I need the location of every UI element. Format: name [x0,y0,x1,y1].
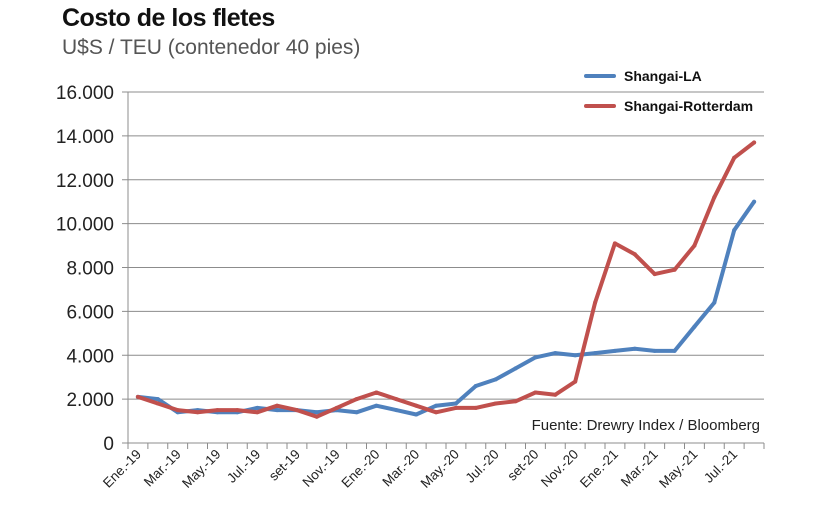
x-tick-label: Mar.-19 [141,447,184,490]
x-tick-label: Ene.-20 [339,447,383,491]
y-tick-label: 14.000 [56,127,114,148]
legend-label: Shangai-LA [624,68,702,84]
data-point [294,408,299,413]
data-point [652,348,657,353]
data-point [692,324,697,329]
y-tick-label: 6.000 [66,302,114,323]
data-point [155,397,160,402]
data-point [752,140,757,145]
data-point [473,405,478,410]
y-axis-ticks: 0 2.000 4.000 6.000 8.000 10.000 12.000 14.000 1… [56,83,114,455]
legend: Shangai-LA Shangai-Rotterdam [584,68,753,114]
data-point [434,403,439,408]
y-tick-label: 4.000 [66,346,114,367]
x-tick-label: Ene.-21 [577,447,621,491]
data-point [752,199,757,204]
data-point [692,243,697,248]
data-point [533,355,538,360]
source-annotation: Fuente: Drewry Index / Bloomberg [532,417,760,434]
data-point [593,351,598,356]
data-point [712,300,717,305]
grid-lines [128,91,764,400]
data-point [493,377,498,382]
data-point [275,408,280,413]
series-line-shangai-rotterdam [135,140,757,419]
x-tick-label: May.-20 [418,447,462,491]
data-point [612,348,617,353]
y-tick-label: 10.000 [56,215,114,236]
x-tick-label: Mar.-21 [618,447,661,490]
x-tick-label: May.-21 [656,447,700,491]
data-point [453,405,458,410]
data-point [632,252,637,257]
x-tick-label: Nov.-19 [299,447,342,490]
y-tick-label: 8.000 [66,259,114,280]
data-point [414,403,419,408]
data-point [394,397,399,402]
x-tick-label: Nov.-20 [538,447,581,490]
x-tick-label: May.-19 [179,447,223,491]
data-point [334,405,339,410]
data-point [255,405,260,410]
data-point [652,272,657,277]
x-tick-label: Mar.-20 [379,447,422,490]
data-point [732,228,737,233]
data-point [374,403,379,408]
data-point [354,397,359,402]
data-point [195,410,200,415]
data-point [374,390,379,395]
data-point [314,414,319,419]
legend-label: Shangai-Rotterdam [624,98,753,114]
data-point [135,394,140,399]
data-point [453,401,458,406]
data-point [235,408,240,413]
data-point [553,351,558,356]
data-point [394,408,399,413]
y-tick-label: 2.000 [66,390,114,411]
chart-title: Costo de los fletes [62,4,275,32]
data-point [593,300,598,305]
data-point [175,408,180,413]
data-point [553,392,558,397]
data-point [632,346,637,351]
chart-subtitle: U$S / TEU (contenedor 40 pies) [62,36,361,59]
data-point [513,366,518,371]
data-point [493,401,498,406]
data-point [255,410,260,415]
data-point [414,412,419,417]
data-point [712,195,717,200]
data-point [314,410,319,415]
data-point [573,379,578,384]
y-tick-label: 0 [103,434,114,455]
data-point [732,155,737,160]
series-lines [135,140,757,419]
data-point [513,399,518,404]
data-point [672,348,677,353]
data-point [434,410,439,415]
data-point [473,384,478,388]
data-point [672,267,677,272]
data-point [533,390,538,395]
x-tick-label: set-20 [504,447,541,484]
y-tick-label: 12.000 [56,171,114,192]
x-tick-label: Jul.-19 [224,447,263,486]
data-point [275,403,280,408]
x-tick-label: set-19 [266,447,303,484]
data-point [155,401,160,406]
x-tick-label: Jul.-21 [701,447,740,486]
data-point [215,408,220,413]
data-point [573,353,578,358]
data-point [612,241,617,246]
x-tick-label: Jul.-20 [463,447,502,486]
axes [122,91,765,449]
data-point [354,410,359,415]
y-tick-label: 16.000 [56,83,114,104]
series-line-shangai-la [135,199,757,417]
